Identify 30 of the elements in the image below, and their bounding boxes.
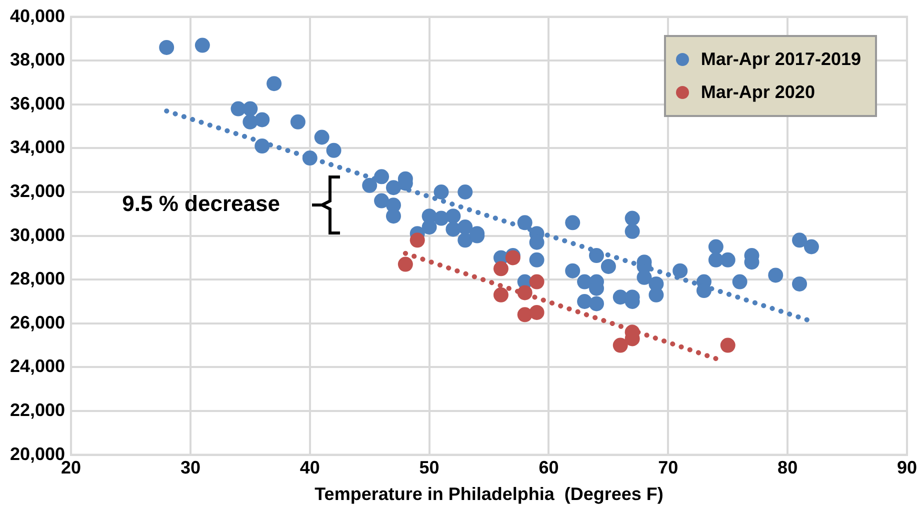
y-tick-label: 34,000 [10,137,66,158]
point [505,250,520,266]
x-tick-label: 80 [778,458,798,478]
x-tick-label: 60 [538,458,559,478]
point [398,256,413,272]
x-tick-label: 50 [419,458,440,478]
y-tick-label: 22,000 [10,400,66,420]
y-tick-label: 24,000 [10,356,66,376]
y-tick-label: 28,000 [10,268,66,289]
y-tick-label: 30,000 [10,224,66,245]
y-tick-label: 36,000 [10,93,66,114]
point [529,304,544,320]
annotation: 9.5 % decrease [122,190,280,216]
x-tick-label: 70 [658,458,678,478]
y-tick-label: 38,000 [10,50,66,70]
x-tick-label: 30 [180,458,200,478]
legend-label: Mar-Apr 2020 [700,82,815,103]
x-axis-title: Temperature in Philadelphia (Degrees F) [314,484,664,504]
x-tick-label: 90 [896,458,918,478]
y-tick-label: 40,000 [10,6,66,26]
y-tick-label: 32,000 [10,180,66,201]
x-tick-label: 40 [300,458,320,478]
point [493,287,508,302]
point [410,232,425,248]
point [493,261,508,276]
point [720,338,736,353]
legend-label: Mar-Apr 2017-2019 [700,48,861,70]
y-tick-label: 26,000 [10,312,66,332]
point [529,274,544,290]
point [612,338,628,353]
